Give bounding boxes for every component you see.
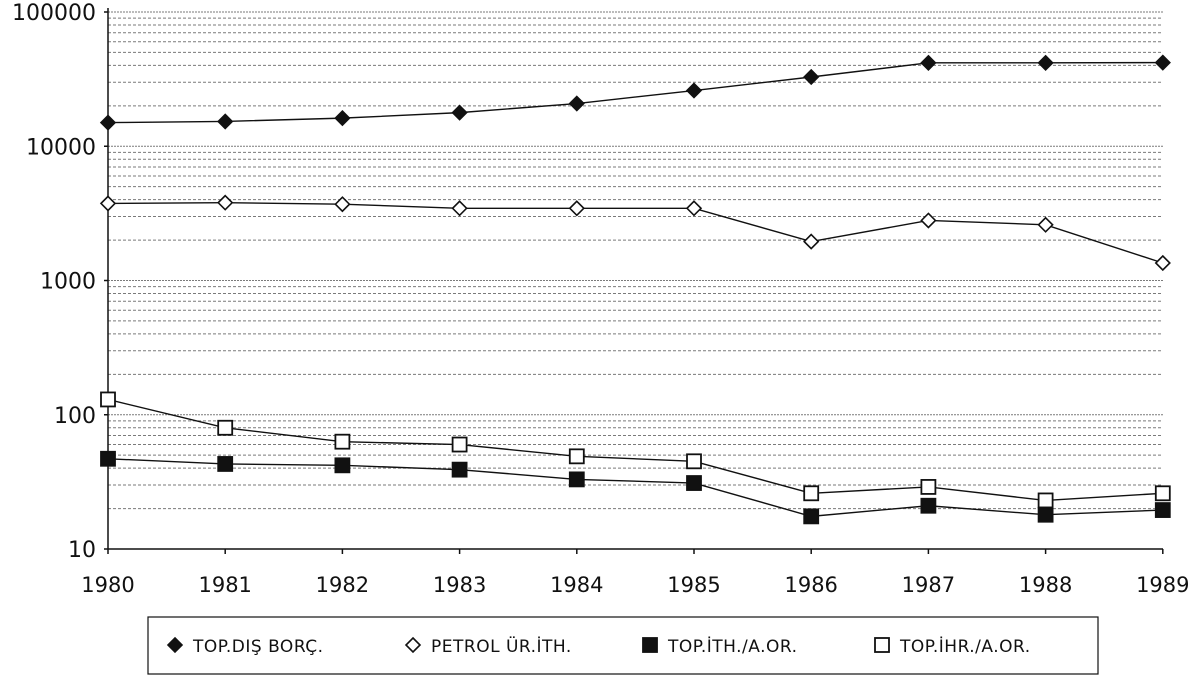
x-tick-label: 1986 [784, 573, 837, 597]
data-point [1037, 506, 1054, 523]
data-point [568, 448, 585, 465]
data-point [100, 391, 116, 408]
data-point [334, 433, 351, 450]
x-tick-label: 1981 [198, 573, 251, 597]
legend-item: TOP.İTH./A.OR. [642, 636, 798, 657]
data-point [451, 104, 468, 121]
data-point [686, 475, 702, 491]
series-line [107, 458, 1163, 518]
data-point [1154, 485, 1171, 502]
data-point [803, 68, 820, 86]
y-tick-label: 100 [54, 404, 96, 429]
legend: TOP.DIŞ BORÇ. PETROL ÜR.İTH. TOP.İTH./A.OR… [147, 616, 1099, 675]
grid-lines [108, 11, 1163, 550]
x-tick-label: 1987 [902, 573, 955, 597]
series-4 [100, 391, 1171, 509]
data-point [1037, 216, 1054, 233]
data-point [803, 233, 820, 250]
legend-item: TOP.İHR./A.OR. [874, 636, 1031, 657]
series-line [107, 398, 1163, 502]
data-point [217, 194, 234, 211]
data-point [568, 471, 585, 488]
data-point [568, 95, 585, 112]
x-tick-label: 1982 [316, 573, 369, 597]
legend-box [147, 616, 1099, 675]
x-tick-label: 1985 [667, 573, 720, 597]
series-line [107, 201, 1164, 264]
data-point [451, 200, 468, 217]
data-point [920, 497, 937, 514]
data-point [685, 82, 703, 99]
series-3 [100, 450, 1171, 525]
data-point [920, 212, 937, 229]
axes: 10 100 1000 10000 100000 1980 1981 1982 1983 1984… [12, 1, 1190, 597]
legend-marker [874, 637, 890, 653]
data-point [217, 113, 234, 130]
data-point [334, 196, 351, 213]
legend-marker [642, 637, 658, 653]
legend-label: TOP.İHR./A.OR. [899, 636, 1031, 657]
data-point [217, 419, 234, 436]
series-2 [99, 194, 1171, 272]
data-point [99, 195, 117, 212]
legend-marker [404, 636, 422, 654]
legend-label: TOP.İTH./A.OR. [667, 636, 798, 657]
data-point [451, 436, 468, 453]
x-tick-label: 1983 [433, 573, 486, 597]
legend-item: TOP.DIŞ BORÇ. [166, 636, 324, 657]
data-point [1154, 502, 1171, 518]
data-point [99, 114, 117, 131]
data-point [1037, 54, 1054, 71]
data-point [100, 450, 116, 467]
data-point [451, 461, 468, 478]
x-tick-label: 1988 [1019, 573, 1072, 597]
data-point [685, 200, 703, 217]
x-tick-label: 1984 [550, 573, 603, 597]
data-point [920, 479, 937, 495]
series-1 [99, 54, 1171, 131]
x-tick-label: 1989 [1136, 573, 1189, 597]
x-tick-label: 1980 [81, 573, 134, 597]
data-point [1154, 254, 1171, 272]
data-point [686, 453, 702, 470]
legend-label: TOP.DIŞ BORÇ. [192, 637, 324, 657]
data-point [803, 508, 820, 525]
data-point [1154, 54, 1171, 71]
data-point [920, 54, 937, 71]
plot-area [99, 54, 1171, 525]
legend-marker [166, 636, 184, 654]
data-point [1037, 492, 1054, 509]
legend-item: PETROL ÜR.İTH. [404, 635, 572, 657]
data-point [217, 456, 234, 472]
y-tick-label: 10000 [26, 135, 96, 160]
data-point [568, 200, 585, 217]
y-tick-label: 10 [68, 538, 96, 563]
data-point [334, 109, 351, 127]
y-tick-label: 1000 [40, 270, 96, 295]
y-tick-label: 100000 [12, 1, 96, 26]
legend-label: PETROL ÜR.İTH. [431, 635, 572, 657]
data-point [803, 485, 820, 502]
data-point [334, 457, 351, 474]
series-line [107, 61, 1163, 124]
